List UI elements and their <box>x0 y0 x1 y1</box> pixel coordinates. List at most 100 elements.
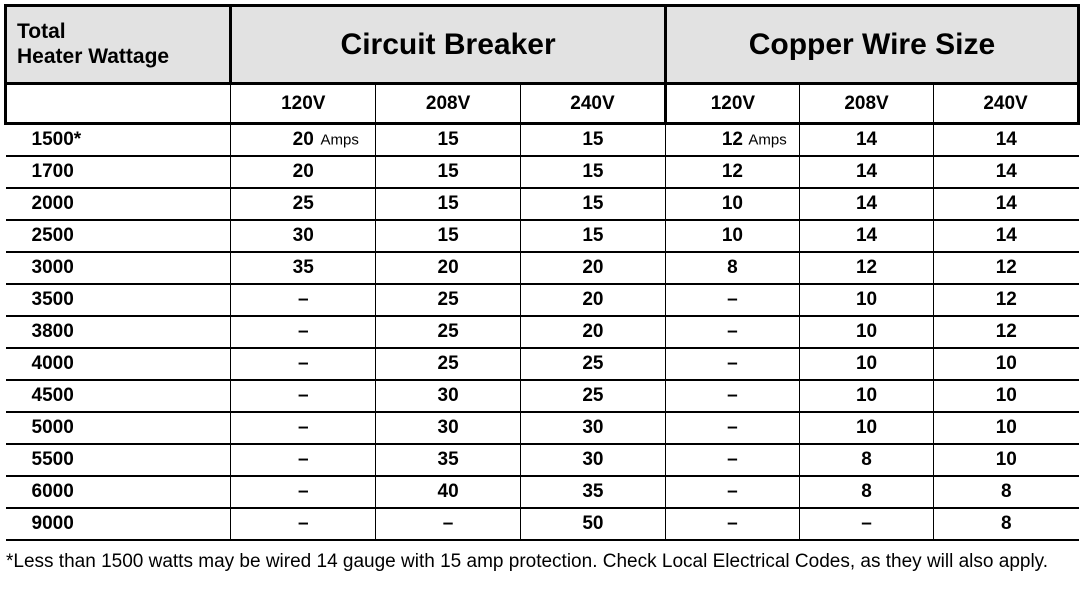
value-cell: 8 <box>665 252 799 284</box>
value-text: 10 <box>996 449 1017 470</box>
value-cell: – <box>665 412 799 444</box>
wattage-cell: 3000 <box>6 252 231 284</box>
value-cell: – <box>231 316 376 348</box>
table-row: 2000251515101414 <box>6 188 1079 220</box>
value-cell: 15 <box>376 220 521 252</box>
value-text: – <box>298 353 309 374</box>
wattage-cell: 1700 <box>6 156 231 188</box>
value-cell: 14 <box>799 124 933 156</box>
value-cell: 35 <box>231 252 376 284</box>
wattage-cell: 1500* <box>6 124 231 156</box>
value-cell: 14 <box>934 188 1079 220</box>
value-text: 12 <box>722 129 743 150</box>
value-text: 20 <box>293 161 314 182</box>
value-text: 20 <box>582 257 603 278</box>
value-text: 15 <box>582 193 603 214</box>
amps-label: Amps <box>321 131 359 148</box>
voltage-header: 240V <box>521 84 666 124</box>
value-text: 30 <box>293 225 314 246</box>
value-cell: 15 <box>521 188 666 220</box>
value-text: – <box>727 513 738 534</box>
value-cell: 10 <box>799 348 933 380</box>
value-cell: 20 <box>376 252 521 284</box>
value-text: 30 <box>582 449 603 470</box>
value-cell: 20 <box>521 316 666 348</box>
value-text: – <box>727 417 738 438</box>
value-cell: 25 <box>521 380 666 412</box>
value-text: 8 <box>1001 513 1012 534</box>
wattage-cell: 2500 <box>6 220 231 252</box>
value-cell: 12Amps <box>665 124 799 156</box>
value-cell: 14 <box>934 156 1079 188</box>
value-text: 15 <box>438 129 459 150</box>
value-cell: – <box>231 508 376 540</box>
value-text: 12 <box>856 257 877 278</box>
table-row: 300035 20 20 8 12 12 <box>6 252 1079 284</box>
value-text: 8 <box>1001 481 1012 502</box>
value-cell: 15 <box>521 220 666 252</box>
value-cell: 20 <box>521 252 666 284</box>
value-cell: 10 <box>934 348 1079 380</box>
value-text: 25 <box>438 289 459 310</box>
value-text: 30 <box>438 417 459 438</box>
value-text: 14 <box>856 161 877 182</box>
value-text: 20 <box>438 257 459 278</box>
value-text: 14 <box>856 225 877 246</box>
voltage-header: 120V <box>231 84 376 124</box>
value-cell: 20Amps <box>231 124 376 156</box>
value-cell: 10 <box>665 188 799 220</box>
wattage-cell: 4000 <box>6 348 231 380</box>
value-cell: 10 <box>934 380 1079 412</box>
value-text: 25 <box>582 385 603 406</box>
value-cell: 12 <box>799 252 933 284</box>
value-cell: – <box>231 412 376 444</box>
value-cell: 8 <box>934 476 1079 508</box>
table-row: 3800–2520–1012 <box>6 316 1079 348</box>
value-text: – <box>727 321 738 342</box>
value-text: – <box>443 513 454 534</box>
value-cell: 10 <box>799 316 933 348</box>
value-cell: 20 <box>231 156 376 188</box>
value-text: 12 <box>722 161 743 182</box>
table-row: 1500*20Amps151512Amps1414 <box>6 124 1079 156</box>
value-text: 8 <box>861 481 872 502</box>
value-text: 10 <box>996 353 1017 374</box>
value-text: 14 <box>996 161 1017 182</box>
value-text: 10 <box>856 289 877 310</box>
header-wattage-line2: Heater Wattage <box>17 45 169 68</box>
value-text: 14 <box>996 129 1017 150</box>
value-cell: – <box>231 476 376 508</box>
value-text: 10 <box>856 385 877 406</box>
value-cell: – <box>665 444 799 476</box>
value-text: – <box>727 481 738 502</box>
value-text: – <box>727 449 738 470</box>
wattage-cell: 5500 <box>6 444 231 476</box>
value-text: 25 <box>438 353 459 374</box>
value-text: 12 <box>996 321 1017 342</box>
value-text: 12 <box>996 257 1017 278</box>
header-wire: Copper Wire Size <box>665 6 1078 84</box>
value-text: 14 <box>856 129 877 150</box>
value-cell: – <box>799 508 933 540</box>
value-cell: 15 <box>376 188 521 220</box>
table-row: 1700201515121414 <box>6 156 1079 188</box>
value-text: 10 <box>856 353 877 374</box>
value-text: 35 <box>582 481 603 502</box>
value-cell: 8 <box>799 444 933 476</box>
value-cell: 10 <box>934 412 1079 444</box>
value-cell: 12 <box>934 316 1079 348</box>
value-cell: 15 <box>376 124 521 156</box>
value-text: 25 <box>438 321 459 342</box>
wattage-cell: 5000 <box>6 412 231 444</box>
header-wattage: Total Heater Wattage <box>6 6 231 84</box>
value-cell: 10 <box>799 380 933 412</box>
value-cell: – <box>376 508 521 540</box>
value-cell: 30 <box>521 444 666 476</box>
value-text: – <box>727 385 738 406</box>
value-cell: 25 <box>376 316 521 348</box>
value-text: 15 <box>582 225 603 246</box>
sizing-table: Total Heater Wattage Circuit Breaker Cop… <box>4 4 1080 541</box>
value-text: – <box>298 321 309 342</box>
voltage-row: 120V208V240V120V208V240V <box>6 84 1079 124</box>
value-text: 30 <box>438 385 459 406</box>
